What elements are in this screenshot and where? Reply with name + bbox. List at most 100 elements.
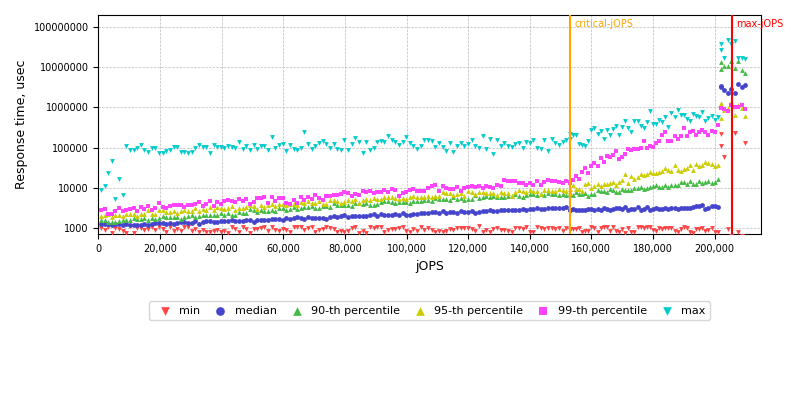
95-th percentile [203, 204, 216, 210]
90-th percentile [462, 196, 474, 202]
99-th percentile [131, 208, 144, 214]
90-th percentile [480, 193, 493, 199]
90-th percentile [186, 212, 198, 218]
min [725, 232, 738, 239]
min [134, 225, 147, 231]
95-th percentile [523, 186, 536, 193]
min [631, 224, 644, 231]
90-th percentile [174, 216, 187, 222]
99-th percentile [174, 202, 187, 208]
99-th percentile [693, 129, 706, 135]
median [563, 206, 576, 213]
max [163, 147, 176, 154]
90-th percentile [520, 192, 533, 198]
99-th percentile [349, 191, 362, 198]
99-th percentile [560, 178, 573, 185]
99-th percentile [656, 132, 669, 138]
min [342, 228, 354, 234]
90-th percentile [722, 63, 734, 69]
95-th percentile [149, 210, 162, 217]
90-th percentile [566, 192, 579, 198]
max [407, 142, 420, 149]
Y-axis label: Response time, usec: Response time, usec [15, 60, 28, 190]
99-th percentile [690, 132, 702, 138]
median [109, 221, 122, 227]
90-th percentile [702, 178, 715, 185]
99-th percentile [729, 104, 742, 110]
median [127, 222, 140, 228]
90-th percentile [113, 218, 126, 224]
max [509, 140, 522, 147]
median [360, 212, 373, 219]
min [641, 224, 654, 231]
99-th percentile [302, 194, 314, 200]
95-th percentile [591, 180, 604, 187]
max [276, 141, 289, 148]
min [656, 226, 669, 232]
median [606, 206, 619, 212]
90-th percentile [570, 189, 582, 195]
max [334, 147, 347, 153]
median [429, 209, 442, 216]
95-th percentile [678, 166, 690, 172]
min [718, 154, 730, 160]
median [229, 218, 242, 225]
99-th percentile [323, 192, 336, 199]
max [106, 158, 118, 164]
median [156, 220, 169, 226]
95-th percentile [708, 163, 721, 169]
max [690, 112, 702, 119]
median [149, 220, 162, 227]
95-th percentile [309, 200, 322, 206]
max [370, 138, 383, 145]
90-th percentile [634, 184, 647, 190]
90-th percentile [422, 196, 434, 203]
median [616, 206, 629, 212]
Text: critical-jOPS: critical-jOPS [574, 19, 634, 29]
95-th percentile [665, 168, 678, 174]
max [696, 108, 709, 115]
90-th percentile [641, 185, 654, 191]
99-th percentile [646, 144, 659, 150]
90-th percentile [386, 199, 398, 206]
90-th percentile [400, 199, 413, 206]
min [320, 223, 333, 230]
99-th percentile [546, 178, 558, 185]
max [436, 144, 449, 150]
median [566, 206, 579, 212]
median [167, 220, 180, 227]
max [123, 146, 136, 153]
median [725, 86, 738, 92]
median [240, 217, 253, 223]
99-th percentile [579, 165, 592, 171]
min [570, 226, 582, 232]
max [330, 146, 343, 153]
95-th percentile [280, 202, 293, 208]
90-th percentile [182, 213, 194, 219]
99-th percentile [120, 207, 133, 213]
max [722, 36, 734, 43]
max [613, 132, 626, 139]
99-th percentile [722, 108, 734, 114]
95-th percentile [258, 203, 271, 210]
90-th percentile [556, 191, 569, 198]
90-th percentile [226, 212, 238, 218]
95-th percentile [619, 170, 632, 177]
min [527, 228, 540, 235]
99-th percentile [167, 202, 180, 208]
90-th percentile [711, 176, 724, 182]
max [600, 127, 613, 134]
95-th percentile [400, 196, 413, 202]
max [582, 138, 594, 144]
max [167, 144, 180, 150]
max [573, 141, 586, 147]
min [283, 228, 296, 235]
median [338, 212, 351, 218]
min [250, 225, 263, 232]
median [613, 205, 626, 211]
90-th percentile [579, 190, 592, 196]
median [386, 212, 398, 218]
max [483, 136, 496, 142]
median [534, 206, 547, 212]
max [196, 144, 209, 150]
